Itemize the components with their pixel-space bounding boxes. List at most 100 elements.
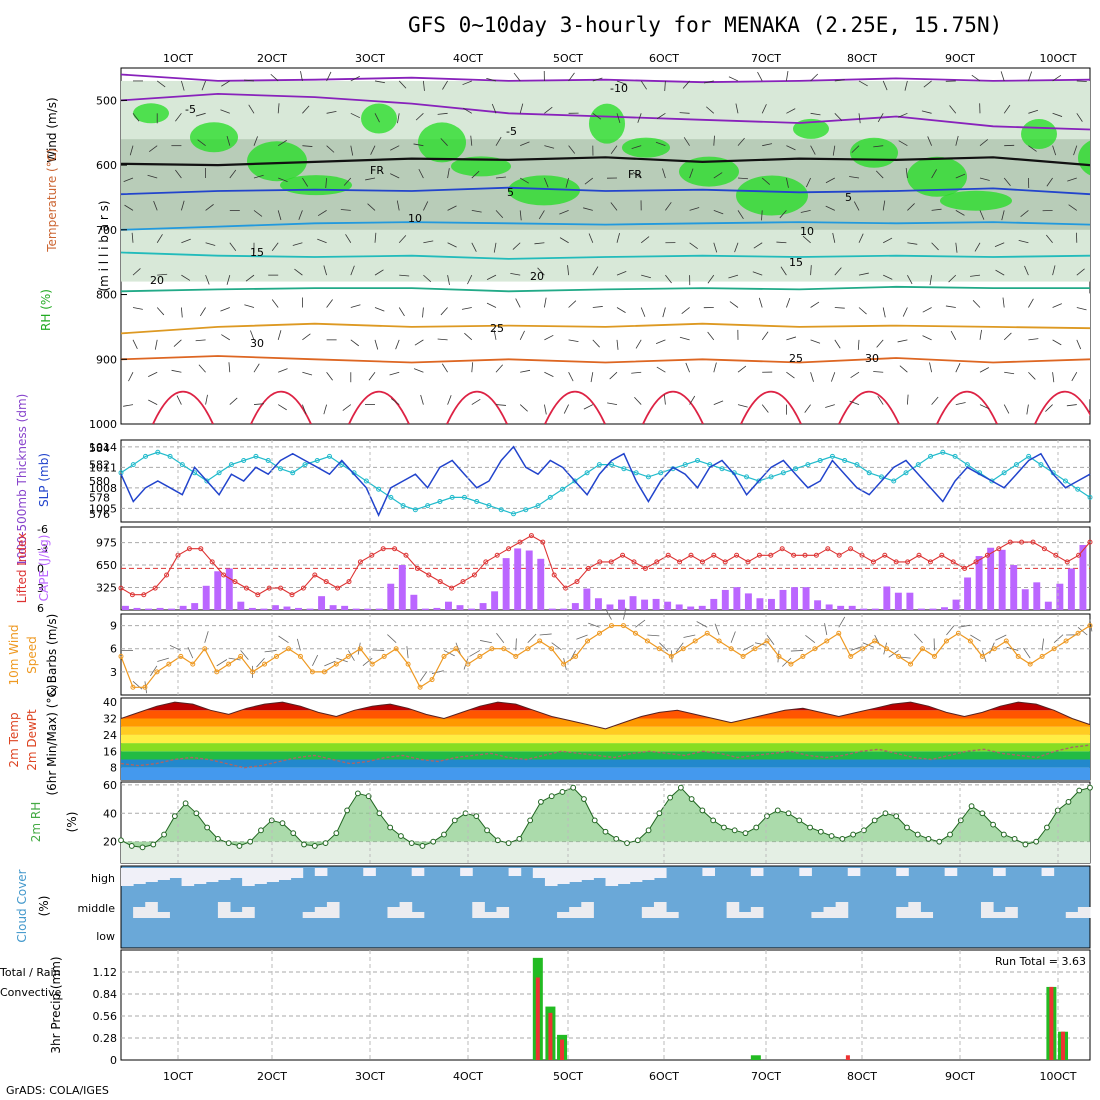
cape-bar bbox=[341, 605, 349, 610]
wind10-point bbox=[537, 638, 543, 644]
wind10-barb bbox=[850, 646, 863, 651]
wind10-barb bbox=[805, 635, 816, 644]
isotherm-label: 10 bbox=[800, 225, 814, 238]
li-point bbox=[1053, 552, 1059, 558]
wind10-barb bbox=[150, 665, 158, 677]
cloud-mid-cell bbox=[920, 912, 934, 918]
wind-barb bbox=[689, 242, 698, 249]
wind-barb bbox=[979, 177, 990, 181]
wind10-point bbox=[776, 653, 782, 659]
wind-barb bbox=[584, 177, 594, 185]
cloud-mid-cell bbox=[230, 912, 243, 918]
wind-barb bbox=[907, 394, 909, 405]
wind10-barb bbox=[1041, 638, 1045, 651]
rh-cell bbox=[1078, 140, 1090, 176]
precip-axis-label: 3hr Precip (mm) bbox=[49, 956, 63, 1053]
li-axis-label: Lifted Index bbox=[15, 533, 29, 604]
rh2m-point bbox=[570, 784, 577, 791]
rh2m-point bbox=[602, 828, 609, 835]
rh2m-point bbox=[753, 824, 760, 831]
cloud-mid-cell bbox=[387, 907, 401, 918]
li-point bbox=[870, 559, 876, 565]
wind-barb bbox=[786, 145, 796, 151]
thickness-point bbox=[412, 507, 418, 513]
wind-barb bbox=[495, 364, 503, 373]
wind-barb bbox=[931, 208, 942, 211]
dry-cell bbox=[449, 291, 513, 402]
wind-barb bbox=[486, 77, 497, 82]
li-point bbox=[802, 552, 808, 558]
rh-cell bbox=[622, 137, 670, 158]
wind-barb bbox=[632, 171, 642, 179]
thickness-point bbox=[461, 494, 467, 500]
cloud-high-cell bbox=[278, 868, 292, 880]
cloud-mid-cell bbox=[750, 907, 764, 918]
wind10-tick-label: 9 bbox=[110, 620, 117, 633]
wind10-barb bbox=[946, 625, 955, 636]
rh2m-point bbox=[398, 833, 404, 839]
cloud-high-cell bbox=[205, 868, 219, 882]
rh2m-point bbox=[731, 827, 738, 834]
wind10-point bbox=[1075, 630, 1081, 636]
wind-barb bbox=[367, 203, 376, 211]
li-point bbox=[996, 546, 1002, 552]
dry-cell bbox=[649, 291, 713, 402]
top-date-label: 1OCT bbox=[163, 52, 193, 65]
li-point bbox=[506, 546, 512, 552]
rh2m-point bbox=[354, 790, 361, 797]
li-point bbox=[540, 539, 546, 545]
cape-bar bbox=[641, 599, 649, 610]
wind-barb bbox=[834, 79, 845, 82]
cloud-mid-cell bbox=[411, 912, 425, 918]
wind-barb bbox=[370, 145, 376, 155]
wind-barb bbox=[253, 136, 258, 146]
run-total-label: Run Total = 3.63 bbox=[995, 955, 1086, 968]
wind10-barb bbox=[169, 644, 181, 651]
rh-cell bbox=[280, 175, 352, 196]
thickness-point bbox=[179, 462, 185, 468]
wind-barb bbox=[414, 339, 424, 346]
wind-barb bbox=[226, 275, 231, 285]
cape-bar bbox=[548, 608, 556, 610]
wind-barb bbox=[277, 103, 280, 114]
wind-barb bbox=[899, 365, 908, 373]
wind-barb bbox=[389, 371, 400, 376]
isotherm-line bbox=[121, 355, 1090, 364]
wind-barb bbox=[1004, 371, 1015, 375]
wind10-point bbox=[285, 646, 291, 652]
li-point bbox=[437, 579, 443, 585]
wind10-point bbox=[620, 623, 626, 629]
wind10-point bbox=[357, 646, 363, 652]
wind-barb bbox=[949, 105, 957, 114]
rh2m-point bbox=[516, 835, 523, 842]
cape-bar bbox=[571, 603, 579, 610]
li-point bbox=[779, 546, 785, 552]
wind-barb bbox=[1028, 298, 1034, 308]
thickness-point bbox=[560, 486, 566, 492]
wind-barb bbox=[248, 104, 255, 114]
wind10-point bbox=[489, 646, 495, 652]
rh2m-point bbox=[624, 840, 630, 847]
wind-barb bbox=[199, 307, 206, 317]
rh2m-point bbox=[279, 820, 286, 827]
wind-barb bbox=[1052, 339, 1062, 346]
thickness-point bbox=[302, 462, 308, 468]
wind10-axis-label-a: 10m Wind bbox=[7, 625, 21, 686]
cloud-mid-cell bbox=[581, 902, 594, 918]
thickness-point bbox=[596, 462, 602, 468]
wind-barb bbox=[495, 210, 504, 218]
slp-axis-label: SLP (mb) bbox=[37, 453, 51, 507]
li-point bbox=[642, 565, 648, 571]
thickness-point bbox=[143, 453, 149, 459]
top-date-label: 8OCT bbox=[847, 52, 877, 65]
wind-barb bbox=[442, 80, 448, 90]
wind-barb bbox=[994, 242, 1005, 248]
wind-barb bbox=[197, 139, 206, 146]
cloud-level-label: high bbox=[91, 872, 115, 885]
wind-barb bbox=[271, 242, 279, 251]
wind-barb bbox=[244, 79, 255, 82]
wind-barb bbox=[735, 103, 739, 114]
wind10-point bbox=[238, 653, 244, 659]
thickness-point bbox=[314, 458, 320, 463]
li-point bbox=[585, 565, 591, 571]
